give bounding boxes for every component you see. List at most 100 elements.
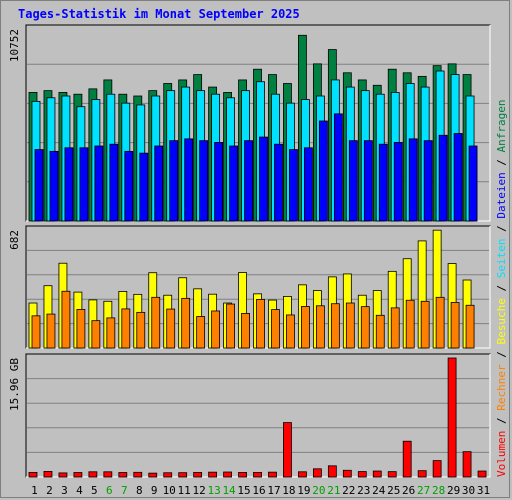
bar-rechner-day-24 <box>375 314 385 349</box>
bar-volumen-day-28 <box>432 460 442 478</box>
x-tick-label: 7 <box>121 484 128 497</box>
legend-separator: / <box>495 219 508 239</box>
legend-item-rechner: Rechner <box>495 364 508 411</box>
bar-volumen-day-22 <box>342 469 352 478</box>
legend-separator: / <box>495 278 508 298</box>
bar-rechner-day-12 <box>196 316 206 349</box>
legend-item-anfragen: Anfragen <box>495 99 508 152</box>
bar-seiten-day-18 <box>289 149 298 222</box>
bar-seiten-day-14 <box>229 145 238 222</box>
bar-rechner-day-16 <box>256 298 265 349</box>
x-tick-label: 3 <box>61 484 68 497</box>
bar-seiten-day-30 <box>468 145 478 222</box>
x-tick-label: 4 <box>76 484 83 497</box>
bar-rechner-day-1 <box>31 315 41 349</box>
x-tick-label: 15 <box>237 484 250 497</box>
x-tick-label: 6 <box>106 484 113 497</box>
bar-volumen-day-14 <box>223 471 232 478</box>
bar-volumen-day-27 <box>417 470 427 478</box>
bar-seiten-day-3 <box>64 147 74 222</box>
bar-rechner-day-21 <box>330 303 340 349</box>
bar-volumen-day-2 <box>43 471 53 478</box>
bar-rechner-day-25 <box>390 307 400 349</box>
bar-volumen-day-16 <box>253 471 262 478</box>
bar-seiten-day-29 <box>453 133 463 222</box>
bar-seiten-day-10 <box>169 140 179 222</box>
bar-volumen-day-21 <box>327 465 337 478</box>
bar-volumen-day-7 <box>118 472 128 478</box>
bar-seiten-day-2 <box>49 150 59 222</box>
chart-title: Tages-Statistik im Monat September 2025 <box>18 7 300 21</box>
x-tick-label: 8 <box>136 484 143 497</box>
right-legend: Volumen / Rechner / Besuche / Seiten / D… <box>495 99 508 477</box>
bar-seiten-day-17 <box>274 143 283 222</box>
bar-seiten-day-15 <box>244 140 253 222</box>
x-tick-label: 18 <box>282 484 295 497</box>
bar-volumen-day-4 <box>73 472 83 478</box>
bar-rechner-day-4 <box>76 309 86 349</box>
bar-volumen-day-3 <box>58 472 68 478</box>
bar-rechner-day-9 <box>151 296 161 349</box>
bar-volumen-day-19 <box>298 471 307 478</box>
bar-volumen-day-9 <box>148 472 158 478</box>
x-tick-label: 26 <box>402 484 415 497</box>
bar-volumen-day-30 <box>462 451 472 478</box>
bar-volumen-day-5 <box>88 471 98 478</box>
legend-item-dateien: Dateien <box>495 172 508 218</box>
bar-rechner-day-30 <box>465 304 475 349</box>
y-axis-max-labels: 10752 682 15.96 GB <box>8 29 21 411</box>
bar-volumen-day-11 <box>178 472 188 478</box>
bar-seiten-day-5 <box>94 145 104 222</box>
legend-separator: / <box>495 411 508 431</box>
panel-hits-files <box>25 24 491 222</box>
bar-seiten-day-9 <box>154 145 164 222</box>
bar-rechner-day-18 <box>286 314 295 349</box>
x-tick-label: 19 <box>297 484 310 497</box>
legend-separator: / <box>495 152 508 172</box>
bar-rechner-day-3 <box>61 290 71 349</box>
bar-seiten-day-25 <box>393 142 403 222</box>
bar-rechner-day-14 <box>226 303 235 349</box>
legend-item-besuche: Besuche <box>495 298 508 344</box>
bar-rechner-day-27 <box>420 300 430 349</box>
bar-rechner-day-7 <box>121 308 131 349</box>
bar-seiten-day-1 <box>34 149 44 222</box>
x-tick-label: 12 <box>193 484 206 497</box>
bar-seiten-day-7 <box>124 150 134 222</box>
bar-volumen-day-15 <box>238 472 247 478</box>
x-tick-label: 27 <box>417 484 430 497</box>
bar-volumen-day-17 <box>268 471 277 478</box>
bar-seiten-day-28 <box>438 134 448 222</box>
bar-rechner-day-8 <box>136 311 146 349</box>
x-tick-label: 21 <box>327 484 340 497</box>
legend-separator: / <box>495 345 508 365</box>
panel-visits-sites <box>25 225 491 349</box>
bar-rechner-day-20 <box>315 305 325 349</box>
x-tick-label: 11 <box>178 484 191 497</box>
bar-seiten-day-16 <box>259 136 268 222</box>
bar-seiten-day-20 <box>318 120 328 222</box>
bar-volumen-day-25 <box>387 471 397 478</box>
bar-volumen-day-23 <box>357 471 367 478</box>
bar-volumen-day-29 <box>447 357 457 478</box>
bar-seiten-day-8 <box>139 152 149 222</box>
x-tick-label: 28 <box>432 484 445 497</box>
bar-rechner-day-10 <box>166 308 176 349</box>
x-tick-label: 31 <box>477 484 490 497</box>
x-axis-day-labels: 1 2 3 4 5 6 7 8 9 10 11 12 13 14 15 16 17 18 19 20 21 22 23 24 2… <box>31 484 490 497</box>
bar-volumen-day-24 <box>372 470 382 478</box>
bar-rechner-day-5 <box>91 320 101 349</box>
x-tick-label: 17 <box>267 484 280 497</box>
bar-seiten-day-12 <box>199 140 209 222</box>
bar-volumen-day-26 <box>402 440 412 478</box>
x-tick-label: 23 <box>357 484 370 497</box>
panel-volume <box>25 353 491 478</box>
bar-rechner-day-23 <box>360 306 370 349</box>
bar-seiten-day-19 <box>304 147 313 222</box>
x-tick-label: 10 <box>163 484 176 497</box>
max-label-volume: 15.96 GB <box>8 358 21 411</box>
bar-seiten-day-6 <box>109 143 119 222</box>
plot-area-volume <box>25 353 491 478</box>
bar-seiten-day-21 <box>333 113 343 222</box>
